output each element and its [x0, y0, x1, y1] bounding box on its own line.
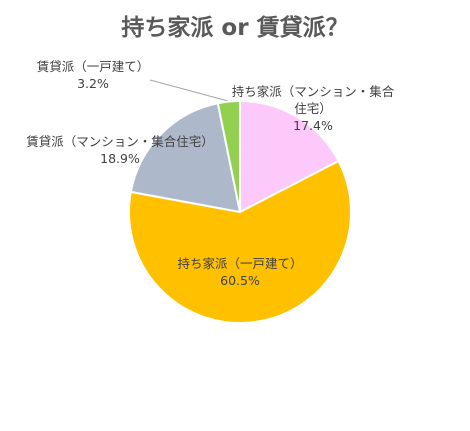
slice-value: 60.5%	[220, 273, 260, 288]
pie-slice	[129, 102, 242, 214]
chart-title: 持ち家派 or 賃貸派？	[121, 15, 349, 41]
slice-name: 持ち家派（マンション・集合住宅）	[231, 84, 395, 116]
slice-value: 3.2%	[77, 76, 109, 91]
pie-slice	[216, 99, 241, 213]
pie-slice	[239, 99, 340, 214]
slice-label: 賃貸派（マンション・集合住宅） 18.9%	[20, 133, 220, 167]
slice-name: 賃貸派（一戸建て）	[36, 59, 150, 74]
slice-label: 持ち家派（マンション・集合住宅） 17.4%	[228, 83, 398, 134]
slice-value: 18.9%	[100, 151, 140, 166]
slice-value: 17.4%	[293, 118, 333, 133]
slice-name: 持ち家派（一戸建て）	[177, 256, 303, 271]
slice-label: 賃貸派（一戸建て） 3.2%	[28, 58, 158, 92]
pie-slice	[128, 159, 352, 324]
leader-line	[149, 79, 229, 102]
slice-name: 賃貸派（マンション・集合住宅）	[26, 134, 214, 149]
slice-label: 持ち家派（一戸建て） 60.5%	[160, 255, 320, 289]
